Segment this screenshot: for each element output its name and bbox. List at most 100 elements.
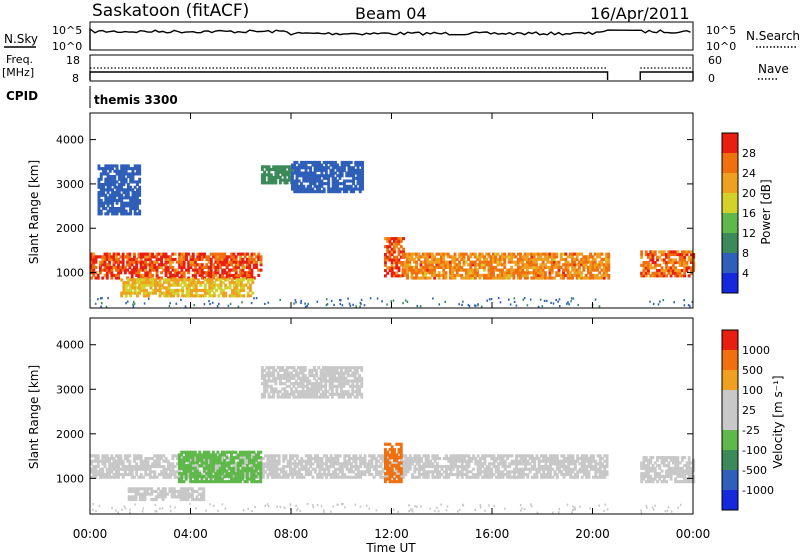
heatmap-cell: [250, 466, 254, 470]
heatmap-cell: [420, 459, 423, 463]
heatmap-cell: [347, 459, 351, 463]
heatmap-cell: [254, 466, 258, 470]
heatmap-cell: [541, 265, 545, 269]
heatmap-cell: [339, 302, 342, 306]
heatmap-cell: [318, 176, 321, 180]
heatmap-cell: [185, 268, 188, 272]
heatmap-cell: [388, 245, 392, 249]
heatmap-cell: [485, 467, 489, 471]
heatmap-cell: [123, 265, 127, 269]
heatmap-cell: [245, 474, 249, 478]
heatmap-cell: [300, 184, 303, 188]
heatmap-cell: [546, 276, 550, 280]
heatmap-cell: [571, 255, 574, 259]
heatmap-cell: [558, 459, 561, 463]
heatmap-cell: [320, 184, 324, 188]
heatmap-cell: [512, 276, 516, 280]
heatmap-cell: [248, 450, 251, 454]
heatmap-cell: [279, 467, 283, 471]
heatmap-cell: [157, 459, 161, 463]
heatmap-cell: [644, 266, 648, 270]
heatmap-cell: [555, 273, 559, 277]
heatmap-cell: [227, 464, 231, 468]
heatmap-cell: [243, 475, 247, 479]
heatmap-cell: [301, 374, 305, 378]
heatmap-cell: [326, 371, 330, 375]
heatmap-cell: [430, 257, 434, 261]
heatmap-cell: [499, 473, 503, 477]
heatmap-cell: [656, 255, 659, 259]
heatmap-cell: [551, 462, 555, 466]
heatmap-cell: [295, 187, 299, 191]
heatmap-cell: [381, 467, 385, 471]
heatmap-cell: [234, 467, 238, 471]
heatmap-cell: [252, 276, 256, 280]
heatmap-cell: [592, 475, 595, 479]
heatmap-cell: [490, 473, 494, 477]
heatmap-cell: [544, 255, 547, 259]
heatmap-cell: [252, 458, 256, 462]
heatmap-cell: [528, 263, 532, 267]
heatmap-cell: [506, 473, 509, 477]
heatmap-cell: [309, 160, 312, 164]
heatmap-cell: [151, 462, 154, 466]
heatmap-cell: [197, 487, 201, 491]
heatmap-cell: [119, 454, 123, 458]
heatmap-cell: [120, 199, 124, 203]
heatmap-cell: [106, 196, 110, 200]
heatmap-cell: [243, 453, 247, 457]
heatmap-cell: [143, 302, 146, 305]
heatmap-cell: [248, 473, 252, 477]
heatmap-cell: [139, 462, 143, 466]
heatmap-cell: [189, 255, 193, 259]
heatmap-cell: [273, 467, 277, 471]
heatmap-cell: [137, 465, 141, 469]
heatmap-cell: [286, 473, 290, 477]
heatmap-cell: [142, 283, 146, 287]
heatmap-cell: [265, 168, 269, 172]
heatmap-cell: [326, 303, 329, 306]
heatmap-cell: [211, 450, 215, 454]
heatmap-cell: [523, 252, 527, 256]
heatmap-cell: [485, 465, 489, 469]
heatmap-cell: [92, 260, 96, 264]
heatmap-cell: [135, 462, 139, 466]
heatmap-cell: [126, 172, 130, 176]
heatmap-cell: [133, 204, 137, 208]
heatmap-cell: [151, 268, 154, 272]
heatmap-cell: [370, 473, 374, 477]
heatmap-cell: [182, 475, 186, 479]
heatmap-cell: [464, 271, 468, 275]
heatmap-cell: [133, 475, 136, 479]
heatmap-cell: [145, 294, 148, 298]
heatmap-cell: [113, 180, 117, 184]
heatmap-cell: [221, 257, 225, 261]
heatmap-cell: [229, 456, 233, 460]
heatmap-cell: [138, 164, 142, 168]
heatmap-cell: [276, 374, 280, 378]
heatmap-cell: [386, 239, 390, 243]
heatmap-cell: [203, 465, 206, 469]
heatmap-cell: [490, 457, 494, 461]
heatmap-cell: [241, 301, 243, 304]
heatmap-cell: [462, 255, 466, 259]
heatmap-cell: [236, 453, 240, 457]
heatmap-cell: [90, 252, 93, 256]
heatmap-cell: [480, 265, 484, 269]
heatmap-cell: [240, 294, 243, 298]
heatmap-cell: [250, 302, 253, 305]
heatmap-cell: [412, 257, 416, 261]
heatmap-cell: [492, 260, 495, 264]
heatmap-cell: [548, 268, 552, 272]
heatmap-cell: [129, 175, 133, 179]
heatmap-cell: [524, 457, 528, 461]
heatmap-cell: [498, 276, 502, 280]
heatmap-cell: [154, 291, 157, 295]
heatmap-cell: [190, 278, 194, 282]
heatmap-cell: [562, 457, 566, 461]
frequency-trace: [89, 71, 694, 80]
heatmap-cell: [476, 268, 480, 272]
heatmap-cell: [496, 273, 500, 277]
heatmap-cell: [510, 470, 514, 474]
